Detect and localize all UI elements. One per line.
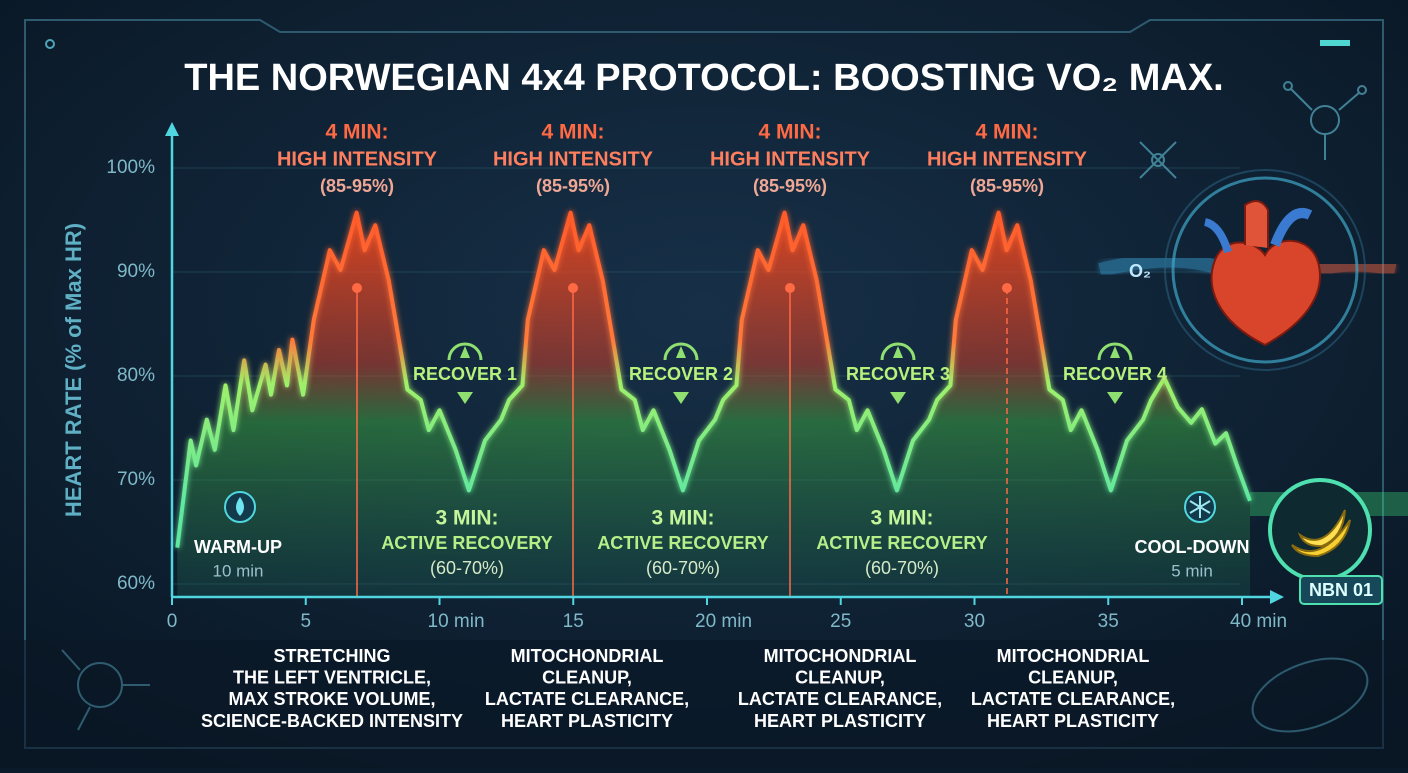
high-intensity-label: (85-95%)	[970, 176, 1044, 196]
x-axis-arrow	[1270, 590, 1284, 604]
benefit-text: SCIENCE-BACKED INTENSITY	[201, 711, 463, 731]
banana-badge: NBN 01	[1250, 478, 1408, 605]
recover-icon	[676, 346, 686, 358]
x-tick-label: 5	[300, 611, 311, 632]
badge-label: NBN 01	[1309, 580, 1373, 600]
benefit-text: THE LEFT VENTRICLE,	[233, 667, 431, 687]
active-recovery-label: (60-70%)	[430, 558, 504, 578]
recover-label: RECOVER 4	[1063, 364, 1167, 384]
high-intensity-label: 4 MIN:	[542, 121, 605, 144]
recover-label: RECOVER 1	[413, 364, 517, 384]
peak-dot	[352, 283, 362, 293]
benefit-text: HEART PLASTICITY	[754, 711, 926, 731]
warm-up-duration: 10 min	[212, 561, 263, 580]
cool-down-duration: 5 min	[1171, 561, 1213, 580]
benefit-text: MITOCHONDRIAL	[764, 646, 917, 666]
y-tick-label: 60%	[117, 573, 155, 594]
oxygen-label: O₂	[1129, 261, 1151, 281]
high-intensity-label: (85-95%)	[753, 176, 827, 196]
recover-icon	[880, 342, 916, 361]
x-tick-label: 0	[167, 611, 178, 632]
labels: 60% 70% 80% 90% 100% 0 5 10 min 15 20 min 25 30 35 40…	[106, 121, 1287, 731]
molecule-icon	[1139, 81, 1367, 179]
recover-icon	[1110, 346, 1120, 358]
footer-band	[0, 640, 1408, 768]
recover-icon	[447, 342, 483, 361]
area	[177, 212, 1250, 597]
active-recovery-label: 3 MIN:	[436, 507, 499, 530]
recover-icon	[663, 342, 699, 361]
high-intensity-label: (85-95%)	[320, 176, 394, 196]
recover-arrow	[457, 392, 473, 404]
cool-down-icon	[1184, 491, 1216, 523]
peak-dot	[785, 283, 795, 293]
x-tick-label: 25	[830, 611, 851, 632]
high-intensity-label: HIGH INTENSITY	[493, 148, 654, 170]
x-tick-label: 20 min	[695, 611, 752, 632]
high-intensity-label: HIGH INTENSITY	[277, 148, 438, 170]
y-tick-label: 100%	[106, 157, 155, 178]
recover-label: RECOVER 2	[629, 364, 733, 384]
active-recovery-label: 3 MIN:	[652, 507, 715, 530]
peak-lines	[356, 288, 1008, 597]
benefit-text: LACTATE CLEARANCE,	[738, 689, 942, 709]
plot	[175, 210, 1252, 597]
cool-down-label: COOL-DOWN	[1135, 537, 1250, 557]
benefit-text: HEART PLASTICITY	[501, 711, 673, 731]
x-tick-label: 40 min	[1230, 611, 1287, 632]
y-axis-arrow	[165, 122, 179, 136]
high-intensity-label: (85-95%)	[536, 176, 610, 196]
line	[175, 210, 1252, 548]
peak-dot	[1002, 283, 1012, 293]
y-tick-label: 90%	[117, 261, 155, 282]
x-tick-label: 10 min	[428, 611, 485, 632]
recover-icon	[1097, 342, 1133, 361]
recover-arrow	[1107, 392, 1123, 404]
high-intensity-label: HIGH INTENSITY	[710, 148, 871, 170]
heart-graphic: O₂	[1098, 169, 1397, 371]
high-intensity-label: 4 MIN:	[326, 121, 389, 144]
recover-icon	[893, 346, 903, 358]
high-intensity-label: 4 MIN:	[759, 121, 822, 144]
benefit-text: LACTATE CLEARANCE,	[485, 689, 689, 709]
recover-label: RECOVER 3	[846, 364, 950, 384]
recover-arrow	[673, 392, 689, 404]
y-axis-label: HEART RATE (% of Max HR)	[61, 223, 86, 517]
benefit-text: CLEANUP,	[1028, 667, 1118, 687]
y-tick-label: 80%	[117, 365, 155, 386]
benefit-text: MAX STROKE VOLUME,	[228, 689, 435, 709]
peak-dots	[352, 283, 1012, 293]
benefit-text: CLEANUP,	[795, 667, 885, 687]
benefit-text: CLEANUP,	[542, 667, 632, 687]
benefit-text: HEART PLASTICITY	[987, 711, 1159, 731]
peak-dot	[568, 283, 578, 293]
benefit-text: LACTATE CLEARANCE,	[971, 689, 1175, 709]
cell-icon	[61, 649, 1369, 733]
active-recovery-label: (60-70%)	[865, 558, 939, 578]
x-tick-label: 30	[964, 611, 985, 632]
benefit-text: MITOCHONDRIAL	[511, 646, 664, 666]
frame-dot	[45, 39, 55, 49]
high-intensity-label: HIGH INTENSITY	[927, 148, 1088, 170]
x-tick-label: 35	[1098, 611, 1119, 632]
active-recovery-label: ACTIVE RECOVERY	[381, 533, 552, 553]
high-intensity-label: 4 MIN:	[976, 121, 1039, 144]
recover-arrow	[890, 392, 906, 404]
x-tick-label: 15	[563, 611, 584, 632]
benefit-text: MITOCHONDRIAL	[997, 646, 1150, 666]
active-recovery-label: ACTIVE RECOVERY	[816, 533, 987, 553]
frame-accent	[1320, 40, 1350, 46]
warm-up-label: WARM-UP	[194, 537, 282, 557]
chart-title: THE NORWEGIAN 4x4 PROTOCOL: BOOSTING VO₂…	[184, 57, 1223, 99]
active-recovery-label: 3 MIN:	[871, 507, 934, 530]
warm-up-icon	[224, 491, 256, 523]
y-tick-label: 70%	[117, 469, 155, 490]
recover-icon	[460, 346, 470, 358]
active-recovery-label: (60-70%)	[646, 558, 720, 578]
active-recovery-label: ACTIVE RECOVERY	[597, 533, 768, 553]
benefit-text: STRETCHING	[274, 646, 391, 666]
